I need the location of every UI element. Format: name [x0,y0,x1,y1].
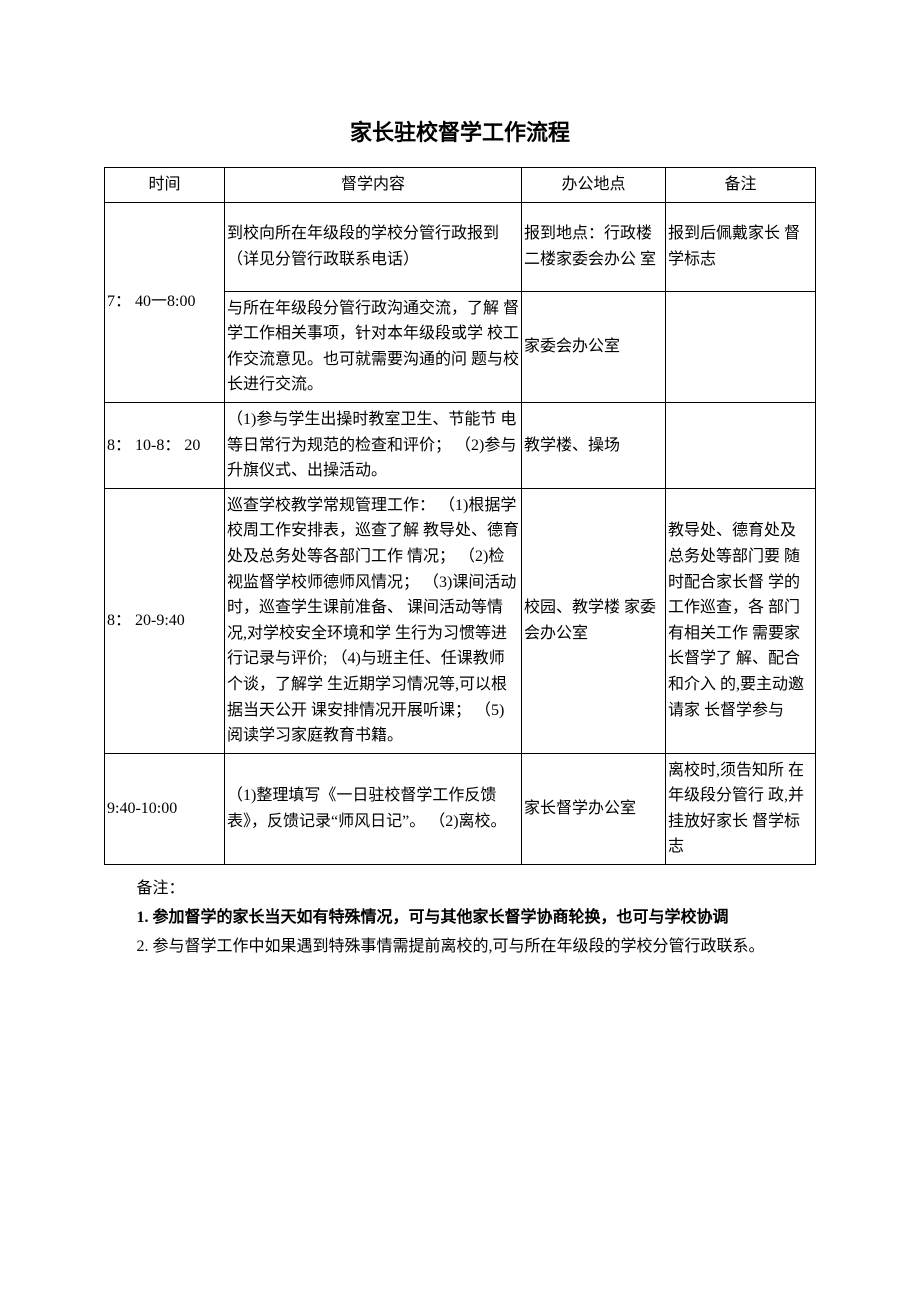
col-header-time: 时间 [105,168,225,203]
cell-location: 教学楼、操场 [522,402,666,488]
cell-time: 7： 40一8:00 [105,202,225,402]
table-row: 7： 40一8:00 到校向所在年级段的学校分管行政报到 （详见分管行政联系电话… [105,202,816,291]
schedule-table: 时间 督学内容 办公地点 备注 7： 40一8:00 到校向所在年级段的学校分管… [104,167,816,865]
cell-location: 报到地点：行政楼 二楼家委会办公 室 [522,202,666,291]
cell-location: 校园、教学楼 家委会办公室 [522,488,666,753]
note-line: 备注： [105,875,816,904]
cell-note: 离校时,须告知所 在年级段分管行 政,并挂放好家长 督学标志 [666,753,816,864]
footer-notes: 备注： 1. 参加督学的家长当天如有特殊情况，可与其他家长督学协商轮换，也可与学… [105,875,816,961]
cell-time: 8： 20-9:40 [105,488,225,753]
table-row: 9:40-10:00 （1)整理填写《一日驻校督学工作反馈 表》，反馈记录“师风… [105,753,816,864]
document-page: 家长驻校督学工作流程 时间 督学内容 办公地点 备注 7： 40一8:00 到校… [0,0,920,961]
cell-content: （1)参与学生出操时教室卫生、节能节 电等日常行为规范的检查和评价； （2)参与… [225,402,522,488]
cell-note [666,402,816,488]
cell-time: 9:40-10:00 [105,753,225,864]
col-header-note: 备注 [666,168,816,203]
table-row: 8： 20-9:40 巡查学校教学常规管理工作： （1)根据学校周工作安排表，巡… [105,488,816,753]
col-header-location: 办公地点 [522,168,666,203]
cell-note: 报到后佩戴家长 督学标志 [666,202,816,291]
page-title: 家长驻校督学工作流程 [0,115,920,147]
cell-content: 与所在年级段分管行政沟通交流，了解 督学工作相关事项，针对本年级段或学 校工作交… [225,291,522,402]
col-header-content: 督学内容 [225,168,522,203]
header-row: 时间 督学内容 办公地点 备注 [105,168,816,203]
note-line: 2. 参与督学工作中如果遇到特殊事情需提前离校的,可与所在年级段的学校分管行政联… [105,933,816,962]
cell-time: 8： 10-8： 20 [105,402,225,488]
cell-location: 家长督学办公室 [522,753,666,864]
cell-content: 巡查学校教学常规管理工作： （1)根据学校周工作安排表，巡查了解 教导处、德育处… [225,488,522,753]
cell-note [666,291,816,402]
note-line: 1. 参加督学的家长当天如有特殊情况，可与其他家长督学协商轮换，也可与学校协调 [105,904,816,933]
cell-content: （1)整理填写《一日驻校督学工作反馈 表》，反馈记录“师风日记”。 （2)离校。 [225,753,522,864]
cell-content: 到校向所在年级段的学校分管行政报到 （详见分管行政联系电话） [225,202,522,291]
cell-location: 家委会办公室 [522,291,666,402]
table-row: 8： 10-8： 20 （1)参与学生出操时教室卫生、节能节 电等日常行为规范的… [105,402,816,488]
cell-note: 教导处、德育处及 总务处等部门要 随时配合家长督 学的工作巡查，各 部门有相关工… [666,488,816,753]
